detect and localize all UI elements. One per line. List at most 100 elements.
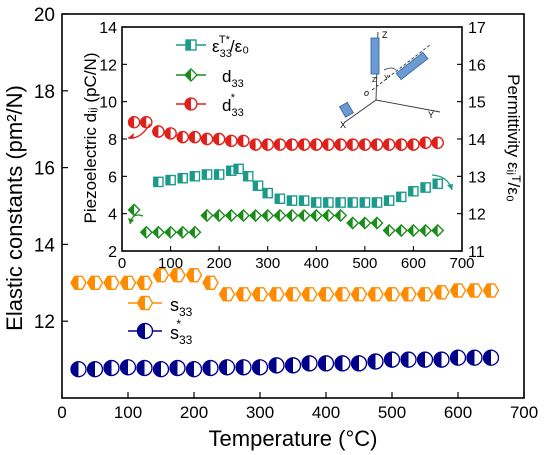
point-d*33 — [273, 138, 287, 151]
crystal-bar-x — [338, 101, 354, 118]
point-d*33 — [431, 136, 444, 149]
point-s33 — [334, 287, 351, 302]
main-x-axis-label: Temperature (°C) — [209, 426, 378, 451]
point-εT*33/ε0 — [233, 163, 244, 175]
main-x-ticks: 0 100 200 300 400 500 600 700 — [57, 392, 538, 422]
point-s*33 — [317, 355, 335, 372]
inset-y2-tick-label: 14 — [468, 132, 486, 149]
point-d33 — [200, 209, 214, 222]
main-x-tick-label: 100 — [114, 403, 142, 422]
point-d33 — [261, 209, 275, 222]
point-s*33 — [268, 357, 285, 374]
point-d33 — [309, 209, 323, 222]
point-s33 — [251, 287, 269, 302]
arrow-d*33-head — [128, 133, 134, 139]
point-s33 — [433, 285, 450, 300]
point-s*33 — [169, 359, 186, 377]
inset-x-tick-label: 600 — [401, 255, 426, 272]
arrow-d33-head — [128, 218, 134, 224]
inset-y-tick-label: 8 — [108, 132, 117, 149]
inset-y-tick-label: 6 — [108, 169, 117, 186]
point-d33 — [224, 209, 238, 222]
point-d*33 — [249, 138, 262, 151]
point-s*33 — [185, 361, 203, 378]
point-εT*33/ε0 — [335, 197, 346, 208]
point-s33 — [350, 287, 368, 302]
inset-x-tick-label: 400 — [304, 255, 329, 272]
schematic-angle-arc — [383, 67, 397, 71]
schematic-x-axis — [344, 99, 377, 123]
point-d*33 — [370, 138, 384, 151]
point-εT*33/ε0 — [371, 197, 383, 208]
inset-y2-tick-label: 16 — [468, 57, 486, 74]
point-s33 — [119, 275, 137, 290]
point-d33 — [382, 224, 396, 237]
inset-y2-ticks: 11 12 13 14 15 16 17 — [457, 20, 486, 261]
point-s*33 — [119, 359, 137, 376]
legend-marker-s33 — [136, 295, 154, 311]
point-s33 — [284, 287, 302, 302]
inset-y-tick-label: 14 — [99, 20, 117, 37]
schematic-rotated-axis — [371, 44, 431, 91]
legend-label-d33: d33 — [222, 67, 244, 90]
legend-label-s*33: s33 * — [170, 317, 193, 347]
point-s*33 — [433, 351, 450, 368]
point-εT*33/ε0 — [298, 195, 310, 206]
point-s*33 — [284, 357, 302, 374]
legend-label-s33: s33 — [170, 295, 193, 319]
point-d*33 — [382, 138, 396, 151]
point-s*33 — [367, 353, 384, 370]
legend-label-d*33-sub: 33 — [231, 107, 243, 119]
main-x-tick-label: 600 — [444, 403, 472, 422]
crystal-orientation-schematic: Z X Y o Z' Y' — [338, 30, 441, 130]
legend-label-s33-main: s — [170, 295, 179, 315]
inset-y-tick-label: 12 — [99, 57, 117, 74]
point-s*33 — [449, 349, 467, 366]
legend-label-epsT33-sup: T* — [219, 34, 231, 46]
inset-y2-tick-label: 15 — [468, 95, 486, 112]
point-d*33 — [140, 115, 153, 129]
schematic-label-zprime: Z' — [372, 77, 378, 84]
inset-series-points — [127, 115, 445, 239]
point-s33 — [70, 275, 87, 290]
point-εT*33/ε0 — [311, 197, 322, 208]
point-εT*33/ε0 — [274, 193, 286, 204]
schematic-label-yprime: Y' — [384, 75, 390, 82]
legend-label-epsT33-tail: /ε₀ — [230, 37, 249, 56]
legend-label-d*33-sup: * — [231, 92, 236, 104]
point-s*33 — [301, 355, 318, 372]
point-s33 — [466, 283, 483, 298]
inset-y2-tick-label: 12 — [468, 207, 486, 224]
point-s*33 — [466, 349, 483, 366]
point-d33 — [431, 224, 445, 237]
point-d*33 — [358, 138, 372, 151]
point-s33 — [400, 287, 417, 302]
point-d33 — [358, 216, 372, 230]
point-s*33 — [202, 359, 219, 377]
main-x-tick-label: 500 — [378, 403, 406, 422]
inset-x-tick-label: 200 — [207, 255, 232, 272]
point-εT*33/ε0 — [213, 169, 225, 180]
point-s*33 — [251, 359, 269, 376]
point-s*33 — [235, 359, 252, 376]
main-series-points — [70, 268, 500, 378]
point-d33 — [273, 209, 287, 222]
point-εT*33/ε0 — [243, 171, 254, 182]
point-εT*33/ε0 — [347, 197, 358, 208]
point-s33 — [103, 275, 120, 290]
point-d*33 — [164, 127, 177, 140]
main-plot-frame — [61, 13, 525, 399]
point-εT*33/ε0 — [432, 178, 443, 190]
point-d33 — [176, 225, 190, 239]
point-s*33 — [103, 359, 120, 377]
schematic-label-z: Z — [382, 30, 388, 40]
main-y-ticks: 12 14 16 18 20 — [34, 5, 68, 333]
point-d*33 — [407, 138, 420, 151]
main-x-tick-label: 300 — [246, 403, 274, 422]
point-εT*33/ε0 — [408, 186, 419, 197]
point-d*33 — [261, 138, 274, 151]
legend-label-epsT33-sub: 33 — [220, 48, 232, 60]
point-d*33 — [322, 138, 335, 151]
main-x-tick-label: 200 — [180, 403, 208, 422]
